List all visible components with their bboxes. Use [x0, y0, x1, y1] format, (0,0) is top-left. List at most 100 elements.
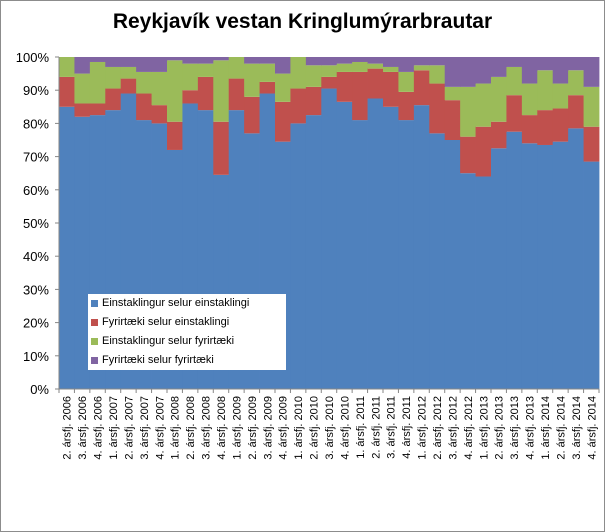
x-tick-label: 2. ársfj. 2007 [123, 396, 135, 460]
bar-segment-3 [136, 71, 152, 94]
bar-segment-4 [475, 57, 492, 84]
bar-segment-4 [336, 57, 353, 64]
bar-segment-3 [398, 71, 415, 92]
bar-segment-3 [352, 61, 368, 72]
legend-label: Fyrirtæki selur einstaklingi [102, 316, 230, 328]
x-tick-label: 4. ársfj. 2007 [154, 396, 166, 460]
bar-segment-3 [105, 66, 122, 89]
bar-segment-4 [182, 57, 199, 64]
x-tick-label: 2. ársfj. 2009 [247, 396, 259, 460]
bar-segment-2 [521, 115, 538, 144]
bar-segment-1 [552, 141, 569, 389]
bar-segment-3 [290, 57, 307, 89]
bar-segment-4 [352, 57, 368, 62]
bar-segment-3 [74, 73, 91, 104]
bar-segment-3 [259, 63, 276, 82]
y-tick-label: 40% [23, 249, 49, 264]
bar-segment-4 [167, 57, 183, 61]
bar-segment-2 [506, 95, 523, 132]
bar-segment-2 [491, 121, 507, 149]
bar-segment-4 [105, 57, 122, 67]
legend-swatch [91, 338, 98, 345]
x-tick-label: 3. ársfj. 2008 [201, 396, 213, 460]
bar-segment-4 [120, 57, 137, 67]
bar-segment-3 [537, 70, 554, 111]
legend-item: Einstaklingur selur fyrirtæki [88, 332, 286, 351]
bar-segment-1 [568, 128, 584, 389]
x-tick-label: 3. ársfj. 2011 [386, 396, 398, 459]
bar-segment-4 [151, 57, 168, 72]
x-tick-label: 1. ársfj. 2013 [478, 396, 490, 460]
bar-segment-1 [583, 161, 600, 389]
x-tick-label: 2. ársfj. 2012 [432, 396, 444, 460]
bar-segment-4 [197, 57, 214, 64]
bar-segment-2 [475, 126, 492, 177]
bar-segment-4 [537, 57, 554, 71]
bar-segment-2 [583, 126, 600, 162]
bar-segment-3 [244, 63, 260, 97]
x-tick-label: 2. ársfj. 2014 [555, 396, 567, 460]
x-tick-label: 1. ársfj. 2007 [108, 396, 120, 460]
bar-segment-1 [460, 173, 476, 389]
bar-segment-1 [352, 120, 368, 389]
x-tick-label: 2. ársfj. 2013 [494, 396, 506, 460]
bar-segment-2 [120, 78, 137, 94]
bar-segment-4 [568, 57, 584, 71]
bar-segment-3 [120, 66, 137, 79]
x-tick-label: 1. ársfj. 2010 [293, 396, 305, 460]
bar-segment-2 [552, 108, 569, 142]
x-tick-label: 1. ársfj. 2011 [355, 396, 367, 459]
bar-segment-4 [506, 57, 523, 67]
bar-segment-1 [321, 88, 338, 389]
bar-segment-3 [460, 86, 476, 137]
y-tick-label: 0% [30, 382, 49, 397]
bar-segment-4 [552, 57, 569, 84]
bar-segment-1 [367, 98, 384, 389]
bar-segment-2 [321, 76, 338, 89]
bar-segment-4 [398, 57, 415, 72]
bar-segment-3 [491, 76, 507, 122]
y-tick-label: 20% [23, 316, 49, 331]
x-tick-label: 2. ársfj. 2006 [62, 396, 74, 460]
bar-segment-2 [182, 90, 199, 104]
bar-segment-4 [367, 57, 384, 64]
y-tick-label: 30% [23, 282, 49, 297]
bar-segment-4 [383, 57, 399, 67]
bar-segment-3 [383, 66, 399, 72]
bar-segment-1 [491, 148, 507, 389]
bar-segment-3 [213, 60, 230, 122]
bar-segment-1 [521, 143, 538, 389]
bar-segment-2 [228, 78, 245, 111]
bar-segment-2 [336, 71, 353, 102]
bar-segment-4 [89, 57, 106, 62]
bar-segment-3 [336, 63, 353, 72]
x-tick-label: 3. ársfj. 2012 [447, 396, 459, 460]
legend-swatch [91, 357, 98, 364]
legend-item: Fyrirtæki selur einstaklingi [88, 313, 286, 332]
bar-segment-2 [413, 70, 430, 106]
bar-segment-1 [305, 115, 322, 389]
bar-segment-2 [259, 81, 276, 94]
bar-segment-2 [167, 121, 183, 150]
x-tick-label: 4. ársfj. 2011 [401, 396, 413, 459]
bar-segment-3 [568, 70, 584, 96]
legend-label: Fyrirtæki selur fyrirtæki [102, 354, 214, 366]
bar-segment-2 [305, 86, 322, 116]
bar-segment-1 [537, 144, 554, 389]
bar-segment-2 [290, 88, 307, 124]
legend-label: Einstaklingur selur fyrirtæki [102, 335, 235, 347]
bar-segment-3 [305, 65, 322, 87]
legend-swatch [91, 300, 98, 307]
bar-segment-2 [398, 91, 415, 121]
bar-segment-1 [74, 116, 91, 389]
bar-segment-2 [383, 71, 399, 107]
x-tick-label: 3. ársfj. 2014 [571, 396, 583, 460]
x-tick-label: 4. ársfj. 2008 [216, 396, 228, 460]
bar-segment-2 [213, 121, 230, 175]
bar-segment-4 [413, 57, 430, 66]
y-tick-label: 70% [23, 150, 49, 165]
x-tick-label: 4. ársfj. 2012 [463, 396, 475, 460]
bar-segment-2 [460, 136, 476, 174]
bar-segment-3 [583, 86, 600, 127]
x-tick-label: 1. ársfj. 2012 [417, 396, 429, 460]
